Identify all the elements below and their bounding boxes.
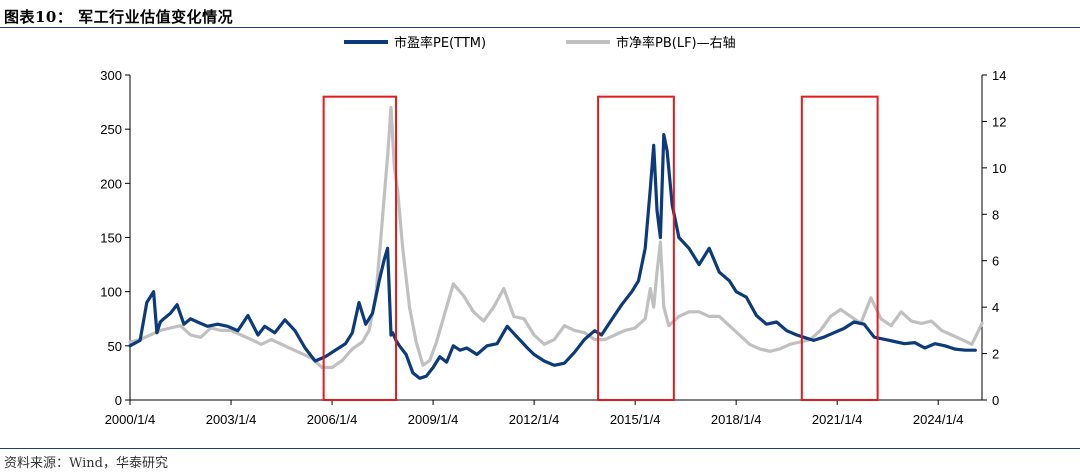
y-left-tick-label: 0: [115, 393, 122, 408]
y-left-tick-label: 100: [100, 285, 122, 300]
y-right-tick-label: 0: [992, 393, 999, 408]
series-line-pb: [128, 105, 984, 370]
y-left-tick-label: 200: [100, 176, 122, 191]
y-right-tick-label: 14: [992, 68, 1006, 83]
y-right-tick-label: 2: [992, 347, 999, 362]
legend-label-pe: 市盈率PE(TTM): [394, 35, 486, 51]
x-tick-label: 2000/1/4: [105, 412, 156, 427]
x-tick-label: 2009/1/4: [408, 412, 459, 427]
highlight-box: [597, 95, 675, 402]
y-right-tick-label: 8: [992, 207, 999, 222]
figure-title: 图表10： 军工行业估值变化情况: [4, 8, 234, 26]
source-note: 资料来源：Wind，华泰研究: [4, 456, 168, 471]
x-tick-label: 2012/1/4: [509, 412, 560, 427]
title-divider: [0, 27, 1080, 28]
y-left-tick-label: 50: [108, 339, 122, 354]
plot-area: 0 50 100 150 200 250 300 0 2 4 6 8 10 12 14 2000/1/4 200…: [100, 68, 1006, 427]
y-right-tick-label: 4: [992, 300, 999, 315]
y-left-tick-label: 300: [100, 68, 122, 83]
y-left-tick-label: 150: [100, 231, 122, 246]
chart-legend: 市盈率PE(TTM) 市净率PB(LF)—右轴: [344, 35, 736, 51]
x-tick-label: 2015/1/4: [610, 412, 661, 427]
source-divider: [0, 448, 1080, 449]
x-tick-label: 2024/1/4: [913, 412, 964, 427]
x-tick-label: 2006/1/4: [307, 412, 358, 427]
valuation-chart: 市盈率PE(TTM) 市净率PB(LF)—右轴 0501001502002503…: [100, 35, 1006, 427]
highlight-box: [800, 95, 879, 402]
x-tick-label: 2018/1/4: [711, 412, 762, 427]
series-line-pe: [128, 132, 977, 380]
legend-label-pb: 市净率PB(LF)—右轴: [616, 35, 736, 51]
x-tick-label: 2021/1/4: [812, 412, 863, 427]
x-tick-label: 2003/1/4: [206, 412, 257, 427]
y-right-tick-label: 6: [992, 254, 999, 269]
y-left-tick-label: 250: [100, 122, 122, 137]
y-right-tick-label: 12: [992, 114, 1006, 129]
highlight-box: [322, 95, 398, 402]
y-right-tick-label: 10: [992, 161, 1006, 176]
